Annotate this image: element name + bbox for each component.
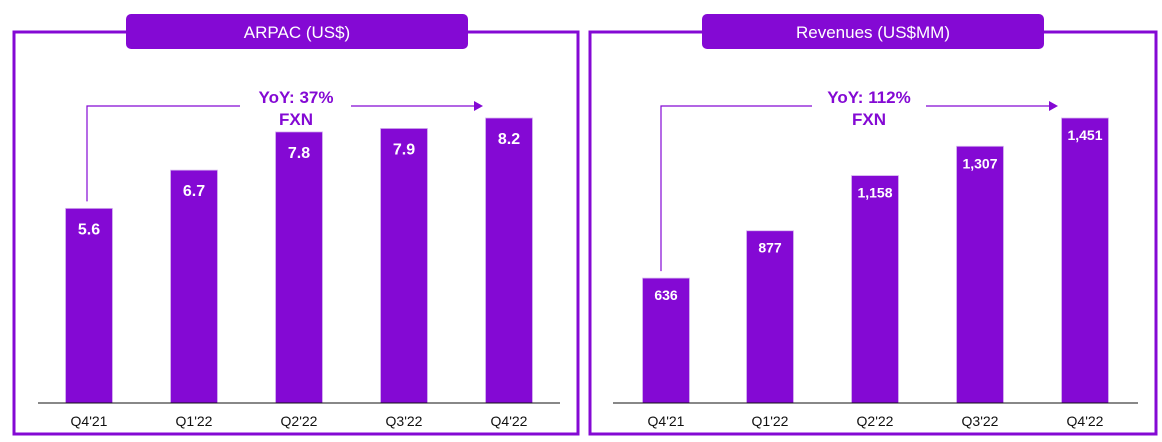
yoy-bracket-line: [86, 105, 240, 202]
x-tick-label: Q4'21: [71, 413, 108, 429]
fxn-annotation: FXN: [279, 110, 313, 129]
data-label: 1,158: [857, 185, 892, 201]
bar: [275, 131, 323, 404]
x-tick-label: Q4'21: [648, 413, 685, 429]
bar: [1061, 117, 1109, 404]
arrow-head-icon: [1049, 101, 1058, 111]
x-tick-label: Q3'22: [386, 413, 423, 429]
yoy-bracket-line: [660, 105, 812, 272]
x-tick-label: Q1'22: [752, 413, 789, 429]
data-label: 1,307: [962, 155, 997, 171]
data-label: 5.6: [78, 221, 100, 238]
x-tick-label: Q4'22: [1067, 413, 1104, 429]
bar: [380, 128, 428, 404]
x-tick-label: Q3'22: [962, 413, 999, 429]
bar: [65, 207, 113, 404]
bar: [956, 145, 1004, 404]
data-label: 7.9: [393, 141, 415, 158]
yoy-annotation: YoY: 37%: [259, 88, 334, 107]
data-label: 8.2: [498, 131, 520, 148]
data-label: 1,451: [1067, 127, 1102, 143]
data-label: 7.8: [288, 145, 310, 162]
chart-panel-1: ARPAC (US$) 5.6 Q4'21 6.7 Q1'22 7.8 Q2'22 7.9 Q3…: [12, 14, 580, 436]
x-tick-label: Q1'22: [176, 413, 213, 429]
x-tick-label: Q4'22: [491, 413, 528, 429]
data-label: 877: [758, 240, 782, 256]
chart-title: Revenues (US$MM): [796, 23, 950, 42]
data-label: 636: [654, 287, 678, 303]
bar: [170, 169, 218, 404]
chart-title: ARPAC (US$): [244, 23, 350, 42]
data-label: 6.7: [183, 183, 205, 200]
bar: [485, 117, 533, 404]
bar: [746, 230, 794, 404]
title-pill: [126, 14, 468, 49]
arrow-head-icon: [474, 101, 483, 111]
bar: [851, 175, 899, 404]
title-pill: [702, 14, 1044, 49]
x-tick-label: Q2'22: [281, 413, 318, 429]
x-tick-label: Q2'22: [857, 413, 894, 429]
yoy-annotation: YoY: 112%: [827, 88, 910, 107]
chart-panel-2: Revenues (US$MM) 636 Q4'21 877 Q1'22 1,158 Q2'…: [588, 14, 1158, 436]
fxn-annotation: FXN: [852, 110, 886, 129]
